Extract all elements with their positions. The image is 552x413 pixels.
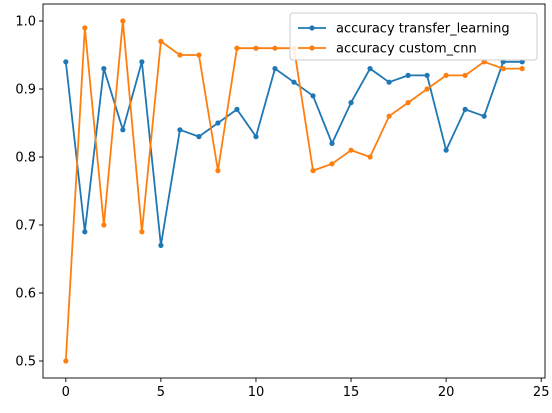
data-point-transfer-learning xyxy=(139,59,145,65)
x-tick-label: 0 xyxy=(62,385,70,400)
data-point-transfer-learning xyxy=(443,147,449,153)
data-point-transfer-learning xyxy=(120,127,126,133)
y-tick-label: 0.9 xyxy=(15,83,36,98)
data-point-transfer-learning xyxy=(386,79,392,85)
y-tick-label: 1.0 xyxy=(15,15,36,30)
data-point-custom-cnn xyxy=(386,113,392,119)
data-point-custom-cnn xyxy=(63,358,69,364)
axes-frame xyxy=(42,3,546,379)
data-point-transfer-learning xyxy=(196,134,202,140)
data-point-transfer-learning xyxy=(291,79,297,85)
x-tick-label: 15 xyxy=(343,385,360,400)
data-point-custom-cnn xyxy=(500,66,506,72)
data-point-custom-cnn xyxy=(462,72,468,78)
data-point-transfer-learning xyxy=(63,59,69,65)
data-point-custom-cnn xyxy=(158,38,164,45)
legend-label-custom-cnn: accuracy custom_cnn xyxy=(336,42,477,57)
data-point-transfer-learning xyxy=(177,127,183,133)
data-point-custom-cnn xyxy=(348,147,354,153)
axes: 0 5 10 15 20 25 0.5 0.6 0.7 0.8 0.9 1.0 xyxy=(15,3,550,400)
data-point-custom-cnn xyxy=(367,154,373,160)
data-point-transfer-learning xyxy=(272,66,278,72)
data-point-custom-cnn xyxy=(215,168,221,174)
x-tick-label: 25 xyxy=(533,385,550,400)
y-tick-label: 0.6 xyxy=(15,287,36,302)
legend-marker-custom-cnn xyxy=(309,45,315,51)
legend-marker-transfer-learning xyxy=(309,25,315,31)
data-point-transfer-learning xyxy=(158,242,164,248)
data-point-custom-cnn xyxy=(196,52,202,58)
data-point-transfer-learning xyxy=(253,134,259,140)
data-point-custom-cnn xyxy=(253,45,259,51)
x-tick-label: 5 xyxy=(157,385,165,400)
data-point-custom-cnn xyxy=(310,168,316,174)
y-tick-label: 0.8 xyxy=(15,151,36,166)
legend-label-transfer-learning: accuracy transfer_learning xyxy=(336,22,510,37)
data-point-transfer-learning xyxy=(101,66,107,72)
y-tick-label: 0.7 xyxy=(15,219,36,234)
data-point-custom-cnn xyxy=(139,229,145,235)
data-point-transfer-learning xyxy=(215,120,221,126)
data-point-transfer-learning xyxy=(462,106,468,112)
data-point-custom-cnn xyxy=(82,25,88,31)
data-point-custom-cnn xyxy=(101,222,107,228)
data-point-custom-cnn xyxy=(405,100,411,106)
y-tick-label: 0.5 xyxy=(15,355,36,370)
data-point-custom-cnn xyxy=(519,66,525,72)
data-point-custom-cnn xyxy=(177,52,183,58)
data-point-custom-cnn xyxy=(424,86,430,92)
data-point-transfer-learning xyxy=(234,106,240,112)
data-point-custom-cnn xyxy=(272,45,278,51)
data-point-transfer-learning xyxy=(82,229,88,235)
x-tick-label: 10 xyxy=(248,385,265,400)
legend-box xyxy=(289,12,538,61)
legend: accuracy transfer_learning accuracy custo… xyxy=(289,12,538,61)
data-point-transfer-learning xyxy=(348,100,354,106)
data-point-transfer-learning xyxy=(329,140,335,146)
data-point-transfer-learning xyxy=(424,72,430,78)
data-point-transfer-learning xyxy=(405,72,411,78)
data-point-transfer-learning xyxy=(481,113,487,119)
data-point-custom-cnn xyxy=(329,161,335,167)
data-point-transfer-learning xyxy=(310,93,316,99)
data-point-transfer-learning xyxy=(367,66,373,72)
data-point-custom-cnn xyxy=(120,18,126,24)
data-point-custom-cnn xyxy=(234,45,240,51)
data-point-custom-cnn xyxy=(443,72,449,78)
x-tick-label: 20 xyxy=(438,385,455,400)
